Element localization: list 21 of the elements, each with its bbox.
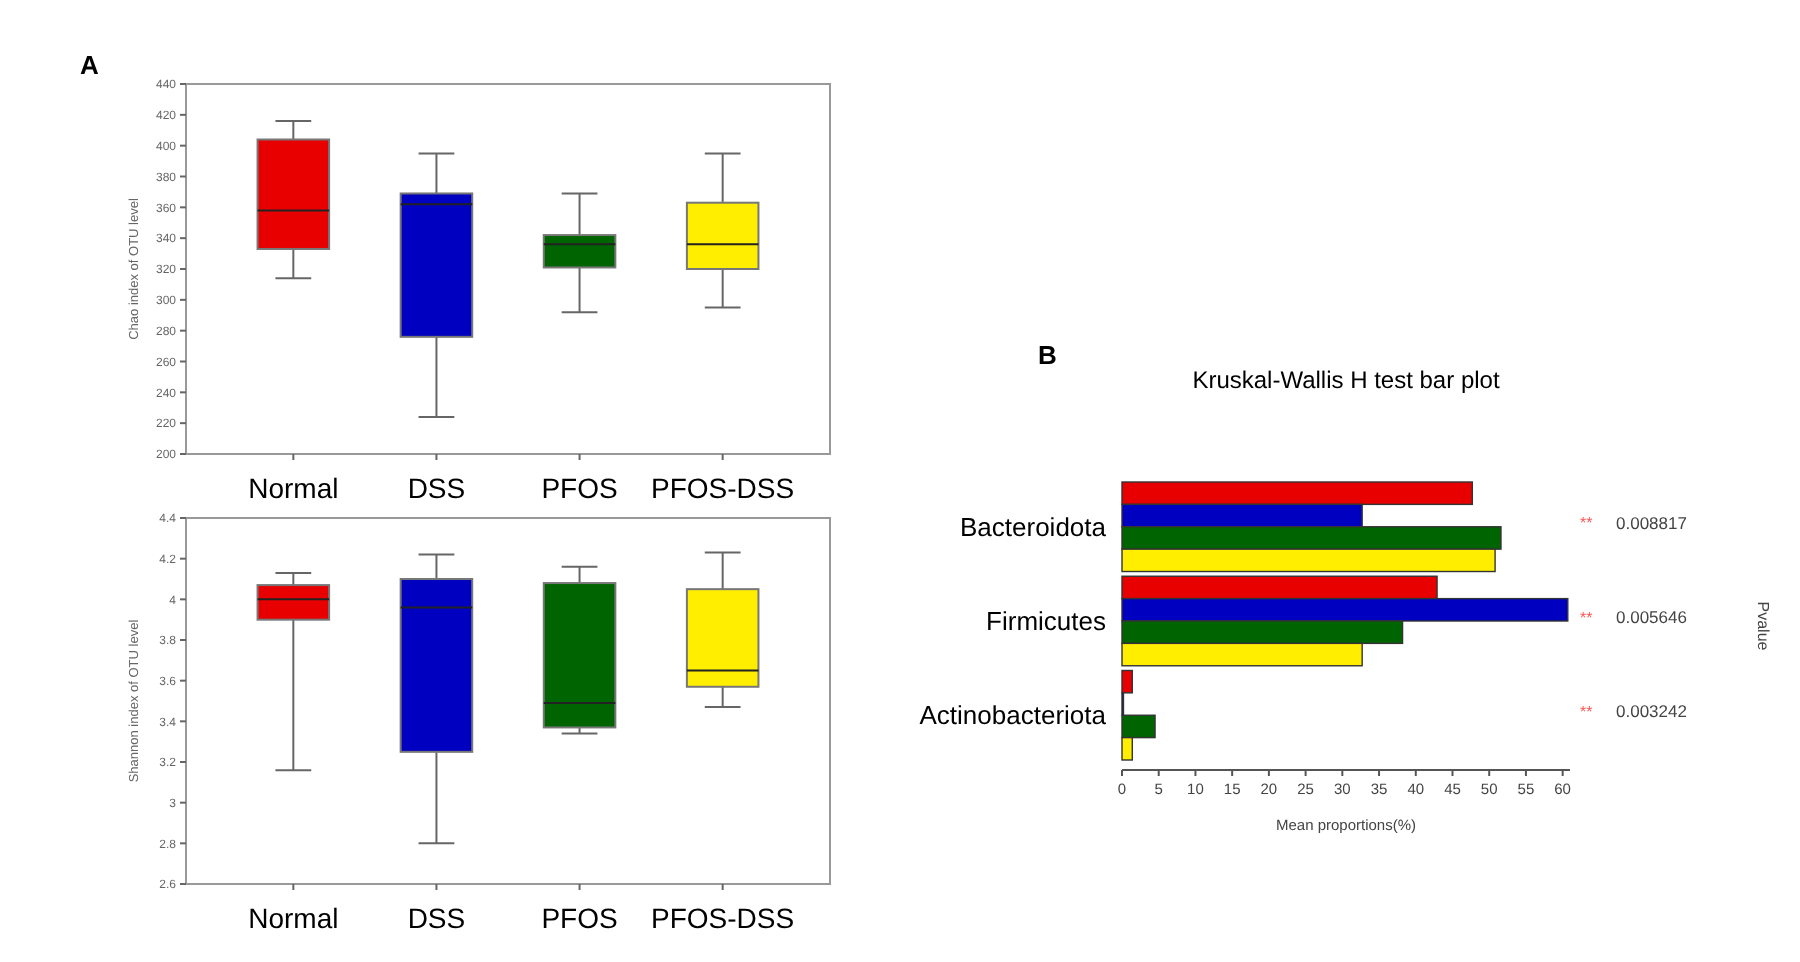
- x-tick-label: DSS: [407, 902, 466, 934]
- text: 0.005646: [1616, 606, 1688, 627]
- chart-title: A: [80, 50, 100, 80]
- text: **: [1580, 608, 1593, 627]
- y-tick-label: Firmicutes: [986, 606, 1107, 637]
- text: 0.003242: [1616, 701, 1688, 722]
- x-tick-label: DSS: [407, 472, 466, 504]
- x-tick-label: Normal: [248, 902, 339, 934]
- text: B: [1038, 340, 1057, 370]
- y-tick-label: Actinobacteriota: [919, 700, 1108, 731]
- x-tick-label: Normal: [248, 472, 339, 504]
- y2-axis-title: Pvalue: [1754, 601, 1772, 652]
- y-tick-label: Bacteroidota: [960, 511, 1108, 542]
- x-tick-label: PFOS-DSS: [651, 902, 795, 934]
- text: 0.008817: [1616, 512, 1688, 533]
- x-tick-label: PFOS-DSS: [651, 472, 795, 504]
- text: **: [1580, 702, 1593, 721]
- x-tick-label: PFOS: [541, 472, 618, 504]
- chart-title: Kruskal-Wallis H test bar plot: [1192, 366, 1501, 394]
- x-tick-label: PFOS: [541, 902, 618, 934]
- text: **: [1580, 514, 1593, 533]
